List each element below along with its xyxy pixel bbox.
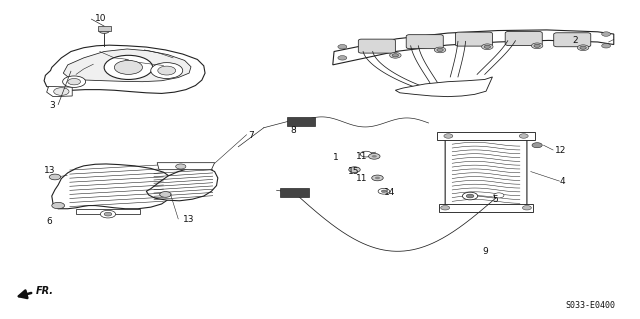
- Text: 1: 1: [333, 153, 339, 162]
- Circle shape: [580, 46, 586, 49]
- Circle shape: [372, 155, 377, 158]
- Text: 8: 8: [290, 126, 296, 135]
- Circle shape: [602, 44, 611, 48]
- Circle shape: [175, 164, 186, 169]
- Polygon shape: [437, 131, 535, 140]
- Text: 3: 3: [49, 101, 55, 110]
- Circle shape: [444, 134, 453, 138]
- Text: 14: 14: [384, 188, 396, 197]
- Polygon shape: [147, 167, 218, 201]
- Circle shape: [437, 48, 444, 51]
- Text: 7: 7: [248, 131, 254, 140]
- Polygon shape: [76, 209, 140, 214]
- Circle shape: [360, 151, 372, 157]
- Circle shape: [534, 44, 540, 48]
- FancyBboxPatch shape: [358, 39, 396, 53]
- Text: 13: 13: [182, 215, 194, 224]
- Polygon shape: [396, 77, 492, 97]
- Circle shape: [104, 212, 112, 216]
- Circle shape: [54, 88, 69, 95]
- Polygon shape: [157, 163, 214, 170]
- Circle shape: [390, 52, 401, 58]
- Circle shape: [378, 189, 390, 194]
- Circle shape: [115, 60, 143, 74]
- FancyBboxPatch shape: [505, 32, 542, 46]
- Text: 10: 10: [95, 14, 107, 23]
- FancyBboxPatch shape: [445, 139, 527, 205]
- Polygon shape: [44, 45, 205, 93]
- Circle shape: [375, 177, 380, 179]
- Circle shape: [104, 55, 153, 79]
- FancyBboxPatch shape: [456, 32, 492, 46]
- Circle shape: [463, 192, 477, 200]
- Circle shape: [519, 134, 528, 138]
- Text: 5: 5: [492, 195, 498, 204]
- Circle shape: [467, 194, 474, 198]
- Text: 12: 12: [555, 146, 566, 155]
- Polygon shape: [63, 49, 191, 82]
- Circle shape: [392, 54, 399, 57]
- Polygon shape: [333, 30, 614, 65]
- Circle shape: [49, 174, 61, 180]
- Circle shape: [484, 45, 490, 48]
- Circle shape: [372, 175, 383, 181]
- Circle shape: [338, 45, 347, 49]
- Polygon shape: [439, 204, 533, 212]
- Circle shape: [100, 210, 116, 218]
- Circle shape: [338, 56, 347, 60]
- Polygon shape: [47, 86, 72, 97]
- Circle shape: [381, 190, 387, 193]
- Circle shape: [481, 44, 493, 50]
- Circle shape: [435, 47, 446, 53]
- Text: FR.: FR.: [36, 286, 54, 296]
- Text: 6: 6: [46, 217, 52, 226]
- Polygon shape: [52, 164, 174, 209]
- Circle shape: [63, 76, 86, 87]
- Text: 2: 2: [572, 36, 578, 45]
- Circle shape: [151, 63, 182, 78]
- Circle shape: [99, 28, 109, 33]
- Circle shape: [522, 205, 531, 210]
- FancyBboxPatch shape: [287, 117, 315, 126]
- Circle shape: [493, 193, 504, 198]
- Text: 4: 4: [559, 177, 565, 186]
- Circle shape: [577, 45, 589, 50]
- FancyBboxPatch shape: [98, 26, 111, 31]
- FancyBboxPatch shape: [406, 35, 444, 49]
- Text: 13: 13: [44, 166, 55, 175]
- FancyBboxPatch shape: [554, 33, 591, 47]
- FancyBboxPatch shape: [280, 189, 308, 197]
- Text: 9: 9: [483, 247, 488, 256]
- Circle shape: [531, 43, 543, 49]
- Circle shape: [68, 78, 81, 85]
- Circle shape: [441, 205, 450, 210]
- Circle shape: [158, 66, 175, 75]
- Circle shape: [532, 143, 542, 148]
- Circle shape: [160, 192, 172, 197]
- Text: S033-E0400: S033-E0400: [565, 301, 615, 310]
- Text: 11: 11: [356, 174, 368, 183]
- Circle shape: [369, 153, 380, 159]
- Circle shape: [52, 202, 65, 209]
- Circle shape: [602, 32, 611, 36]
- Text: 15: 15: [348, 167, 359, 176]
- Text: 11: 11: [356, 152, 368, 161]
- Circle shape: [349, 167, 360, 173]
